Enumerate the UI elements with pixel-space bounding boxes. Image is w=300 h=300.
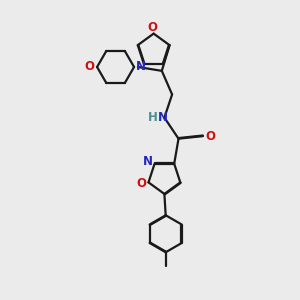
Text: H: H	[148, 111, 158, 124]
Text: N: N	[142, 154, 152, 168]
Text: O: O	[136, 177, 146, 190]
Text: N: N	[136, 61, 146, 74]
Text: O: O	[85, 61, 95, 74]
Text: N: N	[158, 111, 168, 124]
Text: O: O	[147, 21, 158, 34]
Text: O: O	[205, 130, 215, 142]
